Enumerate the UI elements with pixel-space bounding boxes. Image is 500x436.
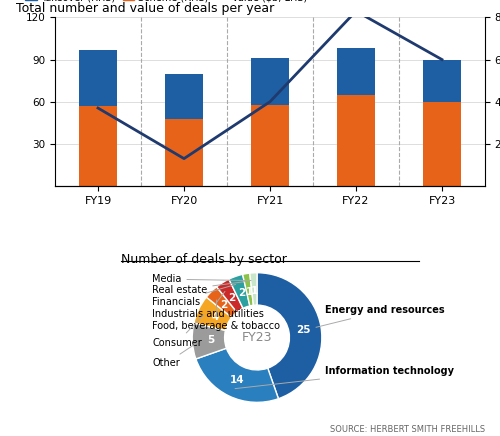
Text: 4: 4	[212, 312, 218, 322]
Text: 5: 5	[207, 335, 214, 345]
Bar	[78, 50, 118, 106]
Text: Real estate: Real estate	[152, 282, 244, 295]
Text: Consumer: Consumer	[152, 315, 204, 348]
Bar	[336, 95, 376, 186]
Text: 25: 25	[296, 325, 310, 335]
Wedge shape	[216, 279, 243, 312]
Text: Financials: Financials	[152, 284, 236, 307]
Wedge shape	[206, 287, 237, 317]
Wedge shape	[229, 274, 250, 308]
Text: SOURCE: HERBERT SMITH FREEHILLS: SOURCE: HERBERT SMITH FREEHILLS	[330, 425, 485, 434]
Bar	[336, 48, 376, 95]
Bar	[250, 58, 290, 105]
Text: Information technology: Information technology	[235, 366, 454, 388]
Bar	[422, 102, 462, 186]
Bar	[422, 60, 462, 102]
Wedge shape	[196, 348, 278, 402]
Text: 1: 1	[251, 286, 258, 296]
Bar	[250, 105, 290, 186]
Text: Media: Media	[152, 274, 251, 284]
Text: Food, beverage & tobacco: Food, beverage & tobacco	[152, 300, 280, 331]
Text: 1: 1	[246, 286, 253, 296]
Text: Energy and resources: Energy and resources	[316, 305, 444, 327]
Text: 14: 14	[230, 375, 244, 385]
Text: 2: 2	[238, 289, 245, 299]
Text: FY23: FY23	[242, 331, 272, 344]
Wedge shape	[250, 272, 257, 305]
Text: Total number and value of deals per year: Total number and value of deals per year	[16, 2, 274, 15]
Wedge shape	[194, 297, 232, 330]
Text: Industrials and utilities: Industrials and utilities	[152, 291, 264, 319]
Text: Number of deals by sector: Number of deals by sector	[121, 253, 287, 266]
Wedge shape	[242, 273, 254, 306]
Text: 2: 2	[220, 300, 228, 310]
Bar	[78, 106, 118, 186]
Wedge shape	[192, 323, 226, 359]
Bar	[164, 74, 203, 119]
Legend: Takeover (RHS), Scheme (RHS), Value ($b, LHS): Takeover (RHS), Scheme (RHS), Value ($b,…	[21, 0, 311, 7]
Text: Other: Other	[152, 342, 198, 368]
Bar	[164, 119, 203, 186]
Wedge shape	[257, 272, 322, 399]
Text: 2: 2	[228, 293, 236, 303]
